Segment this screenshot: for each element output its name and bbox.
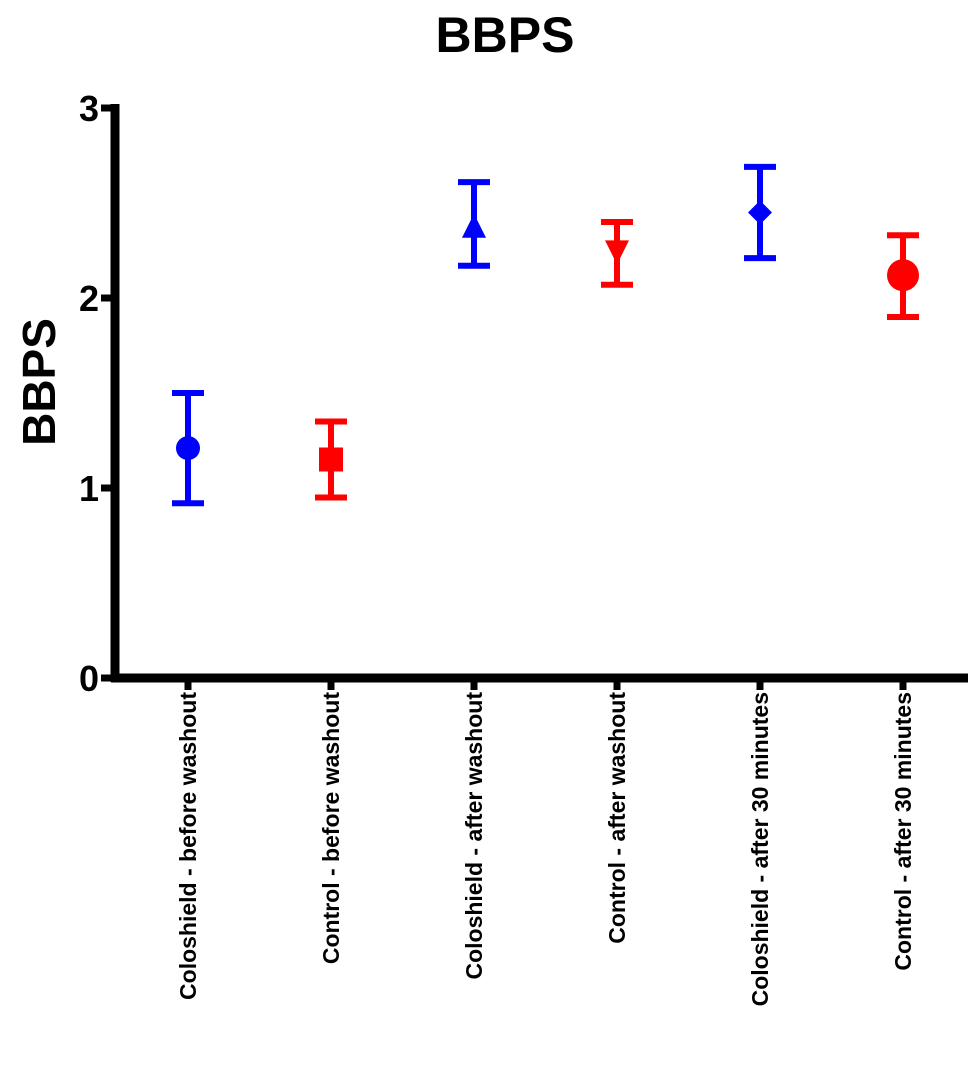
data-point-group bbox=[744, 163, 776, 262]
x-tick-label: Coloshield - after washout bbox=[461, 692, 487, 980]
data-point-group bbox=[315, 418, 347, 501]
data-point-triangle-down bbox=[605, 240, 629, 265]
data-point-group bbox=[887, 232, 919, 320]
data-point-group bbox=[601, 219, 633, 288]
y-axis-label: BBPS bbox=[13, 318, 65, 446]
data-point-group bbox=[458, 179, 490, 269]
data-marks bbox=[172, 163, 919, 507]
data-point-group bbox=[172, 390, 204, 507]
y-tick-label: 1 bbox=[79, 468, 99, 509]
y-tick-label: 3 bbox=[79, 88, 99, 129]
y-tick-label: 0 bbox=[79, 658, 99, 699]
data-point-triangle-up bbox=[462, 213, 486, 238]
x-tick-label: Control - after 30 minutes bbox=[890, 692, 916, 971]
data-point-diamond bbox=[748, 200, 772, 225]
x-tick-label: Control - before washout bbox=[318, 692, 344, 965]
chart-title: BBPS bbox=[436, 7, 575, 63]
data-point-circle bbox=[176, 436, 200, 461]
y-tick-label: 2 bbox=[79, 278, 99, 319]
x-tick-label: Coloshield - before washout bbox=[175, 692, 201, 1000]
data-point-square bbox=[319, 447, 343, 472]
x-tick-label: Control - after washout bbox=[604, 692, 630, 944]
x-tick-label: Coloshield - after 30 minutes bbox=[747, 692, 773, 1006]
axes: 0 1 2 3 Coloshield - before washout Control -… bbox=[79, 88, 968, 1006]
data-point-circle bbox=[887, 259, 919, 292]
